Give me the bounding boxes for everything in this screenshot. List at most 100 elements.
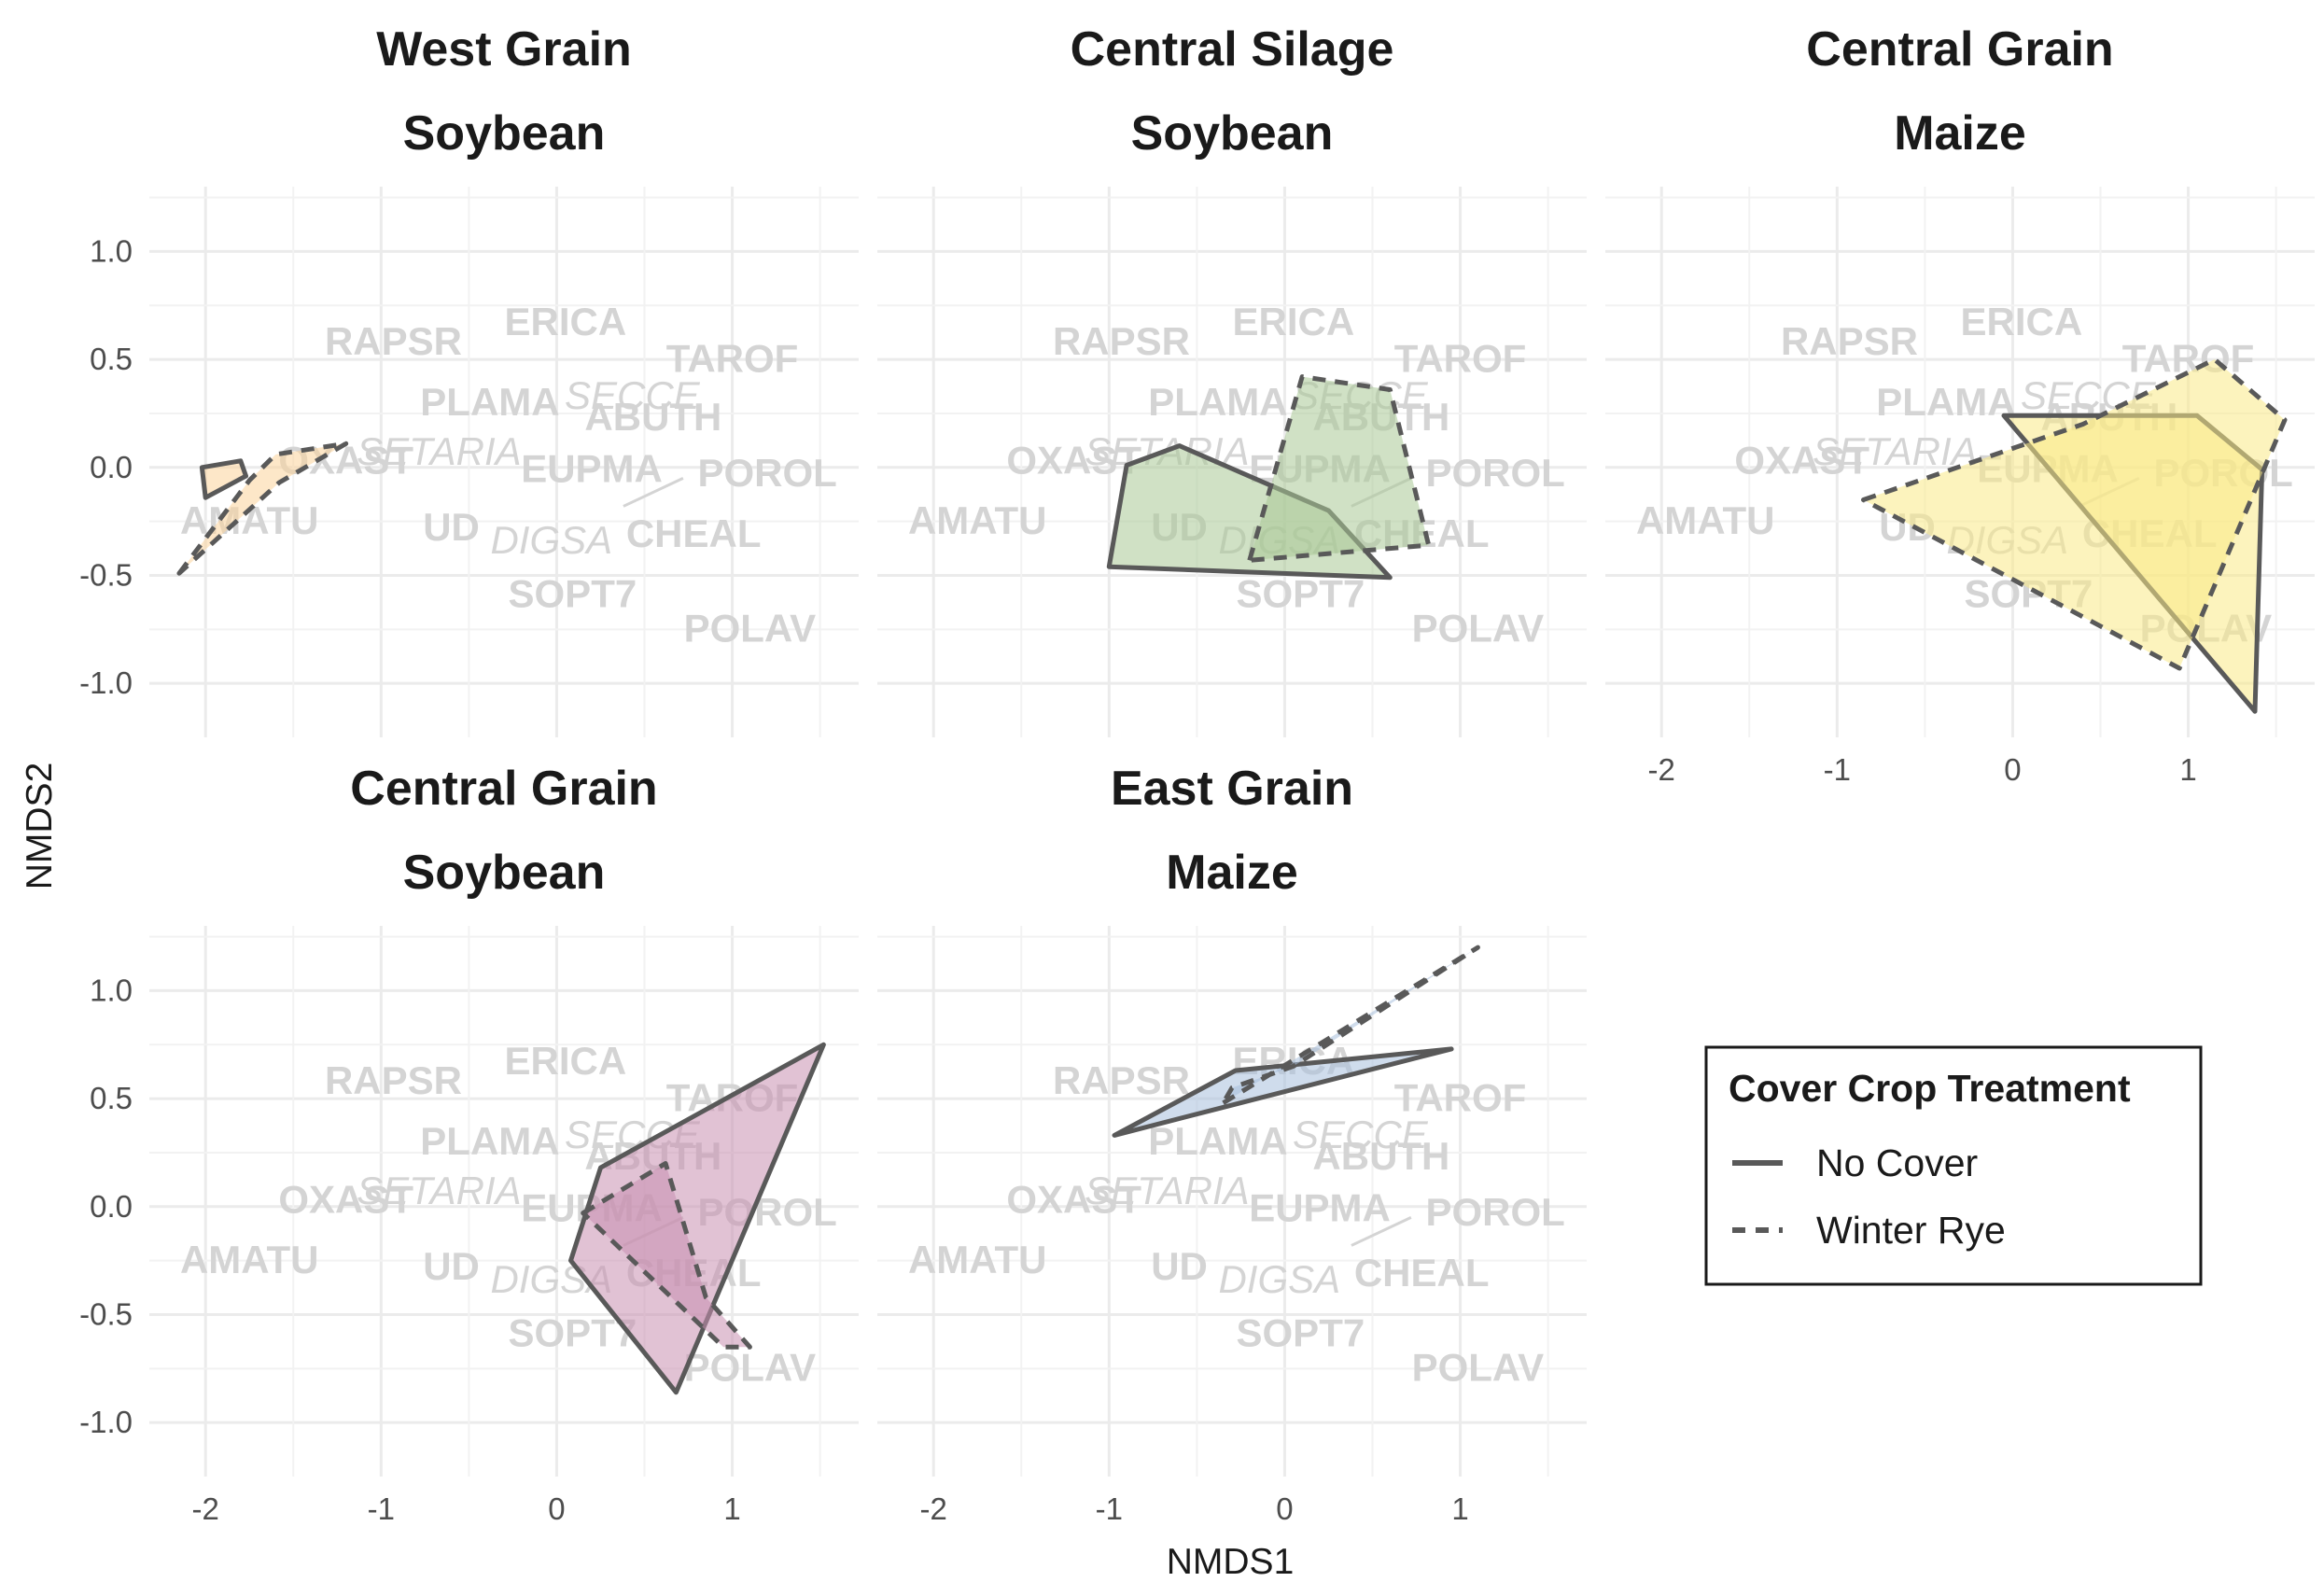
species-label: DIGSA — [490, 518, 612, 562]
species-label: EUPMA — [521, 447, 663, 491]
hull-winter-rye — [1247, 374, 1432, 563]
species-label: PLAMA — [1876, 380, 2015, 424]
species-label: POLAV — [684, 1346, 817, 1390]
y-tick-label: 0.5 — [90, 1081, 133, 1115]
facet-title-line2: Soybean — [403, 846, 606, 900]
species-label: SOPT7 — [1237, 1311, 1365, 1355]
species-label: SOPT7 — [509, 572, 637, 616]
species-label: CHEAL — [626, 511, 762, 555]
facet-title-line1: West Grain — [376, 22, 632, 77]
species-label: PLAMA — [420, 380, 559, 424]
species-label: AMATU — [1636, 498, 1775, 542]
x-tick-label: 1 — [1451, 1491, 1468, 1526]
species-label: POLAV — [1412, 1346, 1545, 1390]
hull-winter-rye — [581, 1161, 752, 1350]
facet-title-line1: Central Grain — [1806, 22, 2113, 77]
species-label: RAPSR — [1053, 319, 1190, 363]
species-label: PLAMA — [1148, 1119, 1287, 1163]
species-label: UD — [1151, 1244, 1208, 1288]
species-label: TAROF — [1394, 1076, 1527, 1120]
facet-title-line2: Soybean — [403, 106, 606, 161]
facet-panel: East GrainMaizeERICARAPSRTAROFSECCEPLAMA… — [877, 762, 1587, 1526]
species-label: POLAV — [1412, 607, 1545, 651]
species-label: PLAMA — [1148, 380, 1287, 424]
facet-title-line1: Central Grain — [350, 762, 657, 816]
species-label: SETARIA — [1813, 429, 1978, 473]
species-label: SECCE — [1293, 1113, 1429, 1156]
hull-winter-rye — [1221, 945, 1480, 1106]
legend-winter-rye-label: Winter Rye — [1816, 1209, 2006, 1252]
species-label: ERICA — [1232, 300, 1354, 343]
y-axis-title: NMDS2 — [20, 763, 60, 890]
x-tick-label: -2 — [192, 1491, 219, 1526]
species-connector — [1351, 1215, 1412, 1247]
y-tick-label: 0.0 — [90, 450, 133, 484]
species-label: TAROF — [666, 337, 799, 381]
species-label: OXAST — [1006, 1177, 1141, 1221]
species-label: ABUTH — [584, 395, 721, 439]
species-label: CHEAL — [1354, 1251, 1490, 1295]
y-tick-label: 1.0 — [90, 973, 133, 1007]
y-tick-label: 1.0 — [90, 233, 133, 268]
x-tick-label: -1 — [1824, 752, 1851, 787]
y-tick-label: 0.0 — [90, 1189, 133, 1224]
x-tick-label: 0 — [1276, 1491, 1293, 1526]
x-tick-label: -2 — [920, 1491, 947, 1526]
x-tick-label: 0 — [2004, 752, 2021, 787]
species-label: SECCE — [565, 373, 701, 417]
x-tick-label: 0 — [548, 1491, 565, 1526]
species-label: POROL — [1426, 1190, 1565, 1234]
legend: Cover Crop Treatment No Cover Winter Rye — [1704, 1045, 2203, 1286]
species-label: RAPSR — [325, 1058, 462, 1102]
facet-panel: Central SilageSoybeanERICARAPSRTAROFSECC… — [877, 22, 1587, 737]
y-tick-label: -1.0 — [79, 665, 133, 700]
x-tick-label: -1 — [368, 1491, 395, 1526]
species-label: AMATU — [908, 1238, 1047, 1281]
species-label: EUPMA — [1249, 1186, 1391, 1230]
facet-title-line2: Maize — [1166, 846, 1298, 900]
species-label: AMATU — [908, 498, 1047, 542]
species-label: ABUTH — [1312, 1134, 1449, 1178]
x-tick-label: -2 — [1648, 752, 1675, 787]
species-label: POROL — [1426, 451, 1565, 495]
species-label: OXAST — [1006, 438, 1141, 482]
facet-panel: West Grain Soybean ERICA RAPSR TAROFSECCEPLA… — [79, 22, 859, 737]
species-label: UD — [423, 505, 480, 549]
x-tick-label: -1 — [1096, 1491, 1123, 1526]
x-tick-label: 1 — [2179, 752, 2196, 787]
species-label: SOPT7 — [1237, 572, 1365, 616]
y-tick-label: -0.5 — [79, 557, 133, 592]
species-label: POLAV — [684, 607, 817, 651]
species-label: OXAST — [278, 1177, 413, 1221]
species-label: OXAST — [1734, 438, 1869, 482]
y-tick-label: -0.5 — [79, 1296, 133, 1331]
facet-title-line2: Maize — [1894, 106, 2026, 161]
x-axis-title: NMDS1 — [1167, 1542, 1295, 1582]
species-label: ERICA — [1960, 300, 2082, 343]
species-label: RAPSR — [1053, 1058, 1190, 1102]
species-label: TAROF — [1394, 337, 1527, 381]
species-label: UD — [423, 1244, 480, 1288]
species-label: SETARIA — [1085, 1169, 1250, 1212]
legend-no-cover-label: No Cover — [1816, 1141, 1978, 1184]
y-tick-label: 0.5 — [90, 342, 133, 376]
species-label: PLAMA — [420, 1119, 559, 1163]
species-label: SETARIA — [357, 429, 522, 473]
hull-winter-rye — [176, 441, 349, 576]
facet-panel: Central GrainSoybeanERICARAPSRTAROFSECCE… — [79, 762, 859, 1526]
species-label: DIGSA — [1218, 1257, 1340, 1301]
species-label: ERICA — [504, 1039, 626, 1083]
x-tick-label: 1 — [723, 1491, 740, 1526]
y-tick-label: -1.0 — [79, 1405, 133, 1439]
species-label: ERICA — [504, 300, 626, 343]
facet-title-line2: Soybean — [1131, 106, 1334, 161]
hull-no-cover — [199, 458, 248, 500]
hull-no-cover — [568, 1042, 826, 1395]
species-label: RAPSR — [325, 319, 462, 363]
species-label: RAPSR — [1781, 319, 1918, 363]
species-label: AMATU — [180, 1238, 319, 1281]
hull-winter-rye — [1861, 357, 2288, 671]
